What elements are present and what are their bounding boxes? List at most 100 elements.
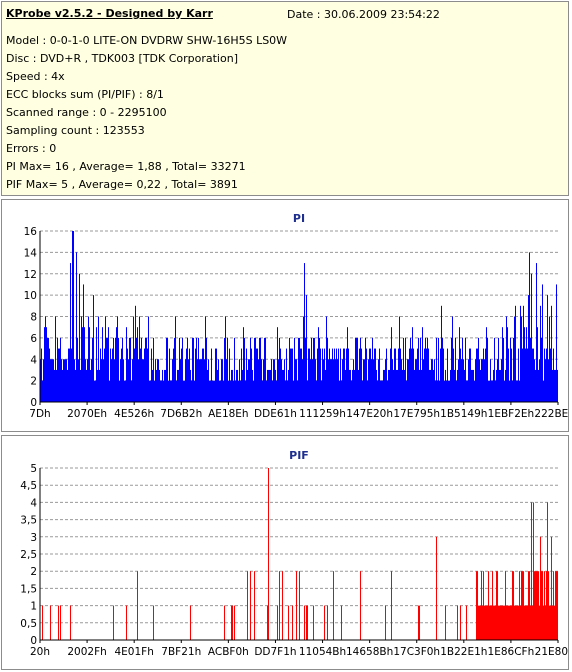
data-bar <box>147 348 148 402</box>
y-tick-label: 0,5 <box>20 618 37 630</box>
data-bar <box>528 295 529 402</box>
data-bar <box>224 605 225 640</box>
data-bar <box>103 359 104 402</box>
data-bar <box>461 359 462 402</box>
data-bar <box>390 348 391 402</box>
data-bar <box>500 369 501 402</box>
data-bar <box>353 359 354 402</box>
data-bar <box>255 337 256 402</box>
data-bar <box>394 348 395 402</box>
data-bar <box>279 337 280 402</box>
app-title: KProbe v2.5.2 - Designed by Karr <box>6 7 213 20</box>
data-bar <box>399 316 400 402</box>
data-bar <box>419 369 420 402</box>
data-bar <box>304 263 305 402</box>
x-tick-label: 7Dh <box>29 408 50 420</box>
data-bar <box>280 348 281 402</box>
data-bar <box>48 337 49 402</box>
data-bar <box>195 348 196 402</box>
data-bar <box>296 359 297 402</box>
data-bar <box>556 284 557 402</box>
y-tick-label: 4 <box>30 497 37 509</box>
data-bar <box>487 605 488 640</box>
data-bar <box>213 380 214 402</box>
data-bar <box>282 571 283 640</box>
data-bar <box>311 337 312 402</box>
data-bar <box>489 380 490 402</box>
data-bar <box>231 605 232 640</box>
data-bar <box>192 337 193 402</box>
data-bar <box>455 337 456 402</box>
data-bar <box>228 380 229 402</box>
data-bar <box>323 359 324 402</box>
y-tick-label: 2 <box>30 376 37 388</box>
data-bar <box>107 337 108 402</box>
data-bar <box>136 337 137 402</box>
data-bar <box>290 348 291 402</box>
data-bar <box>468 359 469 402</box>
data-bar <box>487 337 488 402</box>
data-bar <box>203 348 204 402</box>
data-bar <box>484 605 485 640</box>
data-bar <box>420 337 421 402</box>
data-bar <box>459 327 460 402</box>
data-bar <box>550 605 551 640</box>
x-tick-label: 111259h <box>299 408 346 420</box>
data-bar <box>535 571 536 640</box>
data-bar <box>327 337 328 402</box>
data-bar <box>303 316 304 402</box>
data-bar <box>127 348 128 402</box>
data-bar <box>531 273 532 402</box>
data-bar <box>288 605 289 640</box>
data-bar <box>269 369 270 402</box>
data-bar <box>248 359 249 402</box>
data-bar <box>348 348 349 402</box>
data-bar <box>432 359 433 402</box>
data-bar <box>227 337 228 402</box>
data-bar <box>146 337 147 402</box>
data-bar <box>296 571 297 640</box>
data-bar <box>498 337 499 402</box>
data-bar <box>553 348 554 402</box>
ecc-line: ECC blocks sum (PI/PIF) : 8/1 <box>6 88 164 101</box>
data-bar <box>250 571 251 640</box>
data-bar <box>69 348 70 402</box>
data-bar <box>88 316 89 402</box>
data-bar <box>360 571 361 640</box>
data-bar <box>506 605 507 640</box>
data-bar <box>288 369 289 402</box>
data-bar <box>460 605 461 640</box>
data-bar <box>164 369 165 402</box>
data-bar <box>187 337 188 402</box>
data-bar <box>453 348 454 402</box>
data-bar <box>544 571 545 640</box>
data-bar <box>153 337 154 402</box>
data-bar <box>82 327 83 402</box>
data-bar <box>135 305 136 402</box>
data-bar <box>355 337 356 402</box>
data-bar <box>181 348 182 402</box>
x-tick-label: 1B22E1h <box>440 646 487 658</box>
y-tick-label: 16 <box>24 226 38 238</box>
data-bar <box>421 369 422 402</box>
data-bar <box>133 316 134 402</box>
data-bar <box>373 359 374 402</box>
pif-chart: PIF 0 0,5 1 1,5 2 2,5 3 3,5 4 4,5 5 20h 2002Fh 4E01Fh 7… <box>20 449 568 658</box>
data-bar <box>115 337 116 402</box>
data-bar <box>527 348 528 402</box>
data-bar <box>114 359 115 402</box>
x-tick-label: DDE61h <box>254 408 297 420</box>
x-tick-label: AE18Eh <box>208 408 248 420</box>
data-bar <box>333 359 334 402</box>
data-bar <box>532 605 533 640</box>
data-bar <box>321 380 322 402</box>
data-bar <box>79 273 80 402</box>
range-line: Scanned range : 0 - 2295100 <box>6 106 167 119</box>
data-bar <box>354 369 355 402</box>
data-bar <box>247 571 248 640</box>
data-bar <box>530 605 531 640</box>
data-bar <box>549 605 550 640</box>
data-bar <box>425 337 426 402</box>
data-bar <box>501 359 502 402</box>
data-bar <box>451 337 452 402</box>
